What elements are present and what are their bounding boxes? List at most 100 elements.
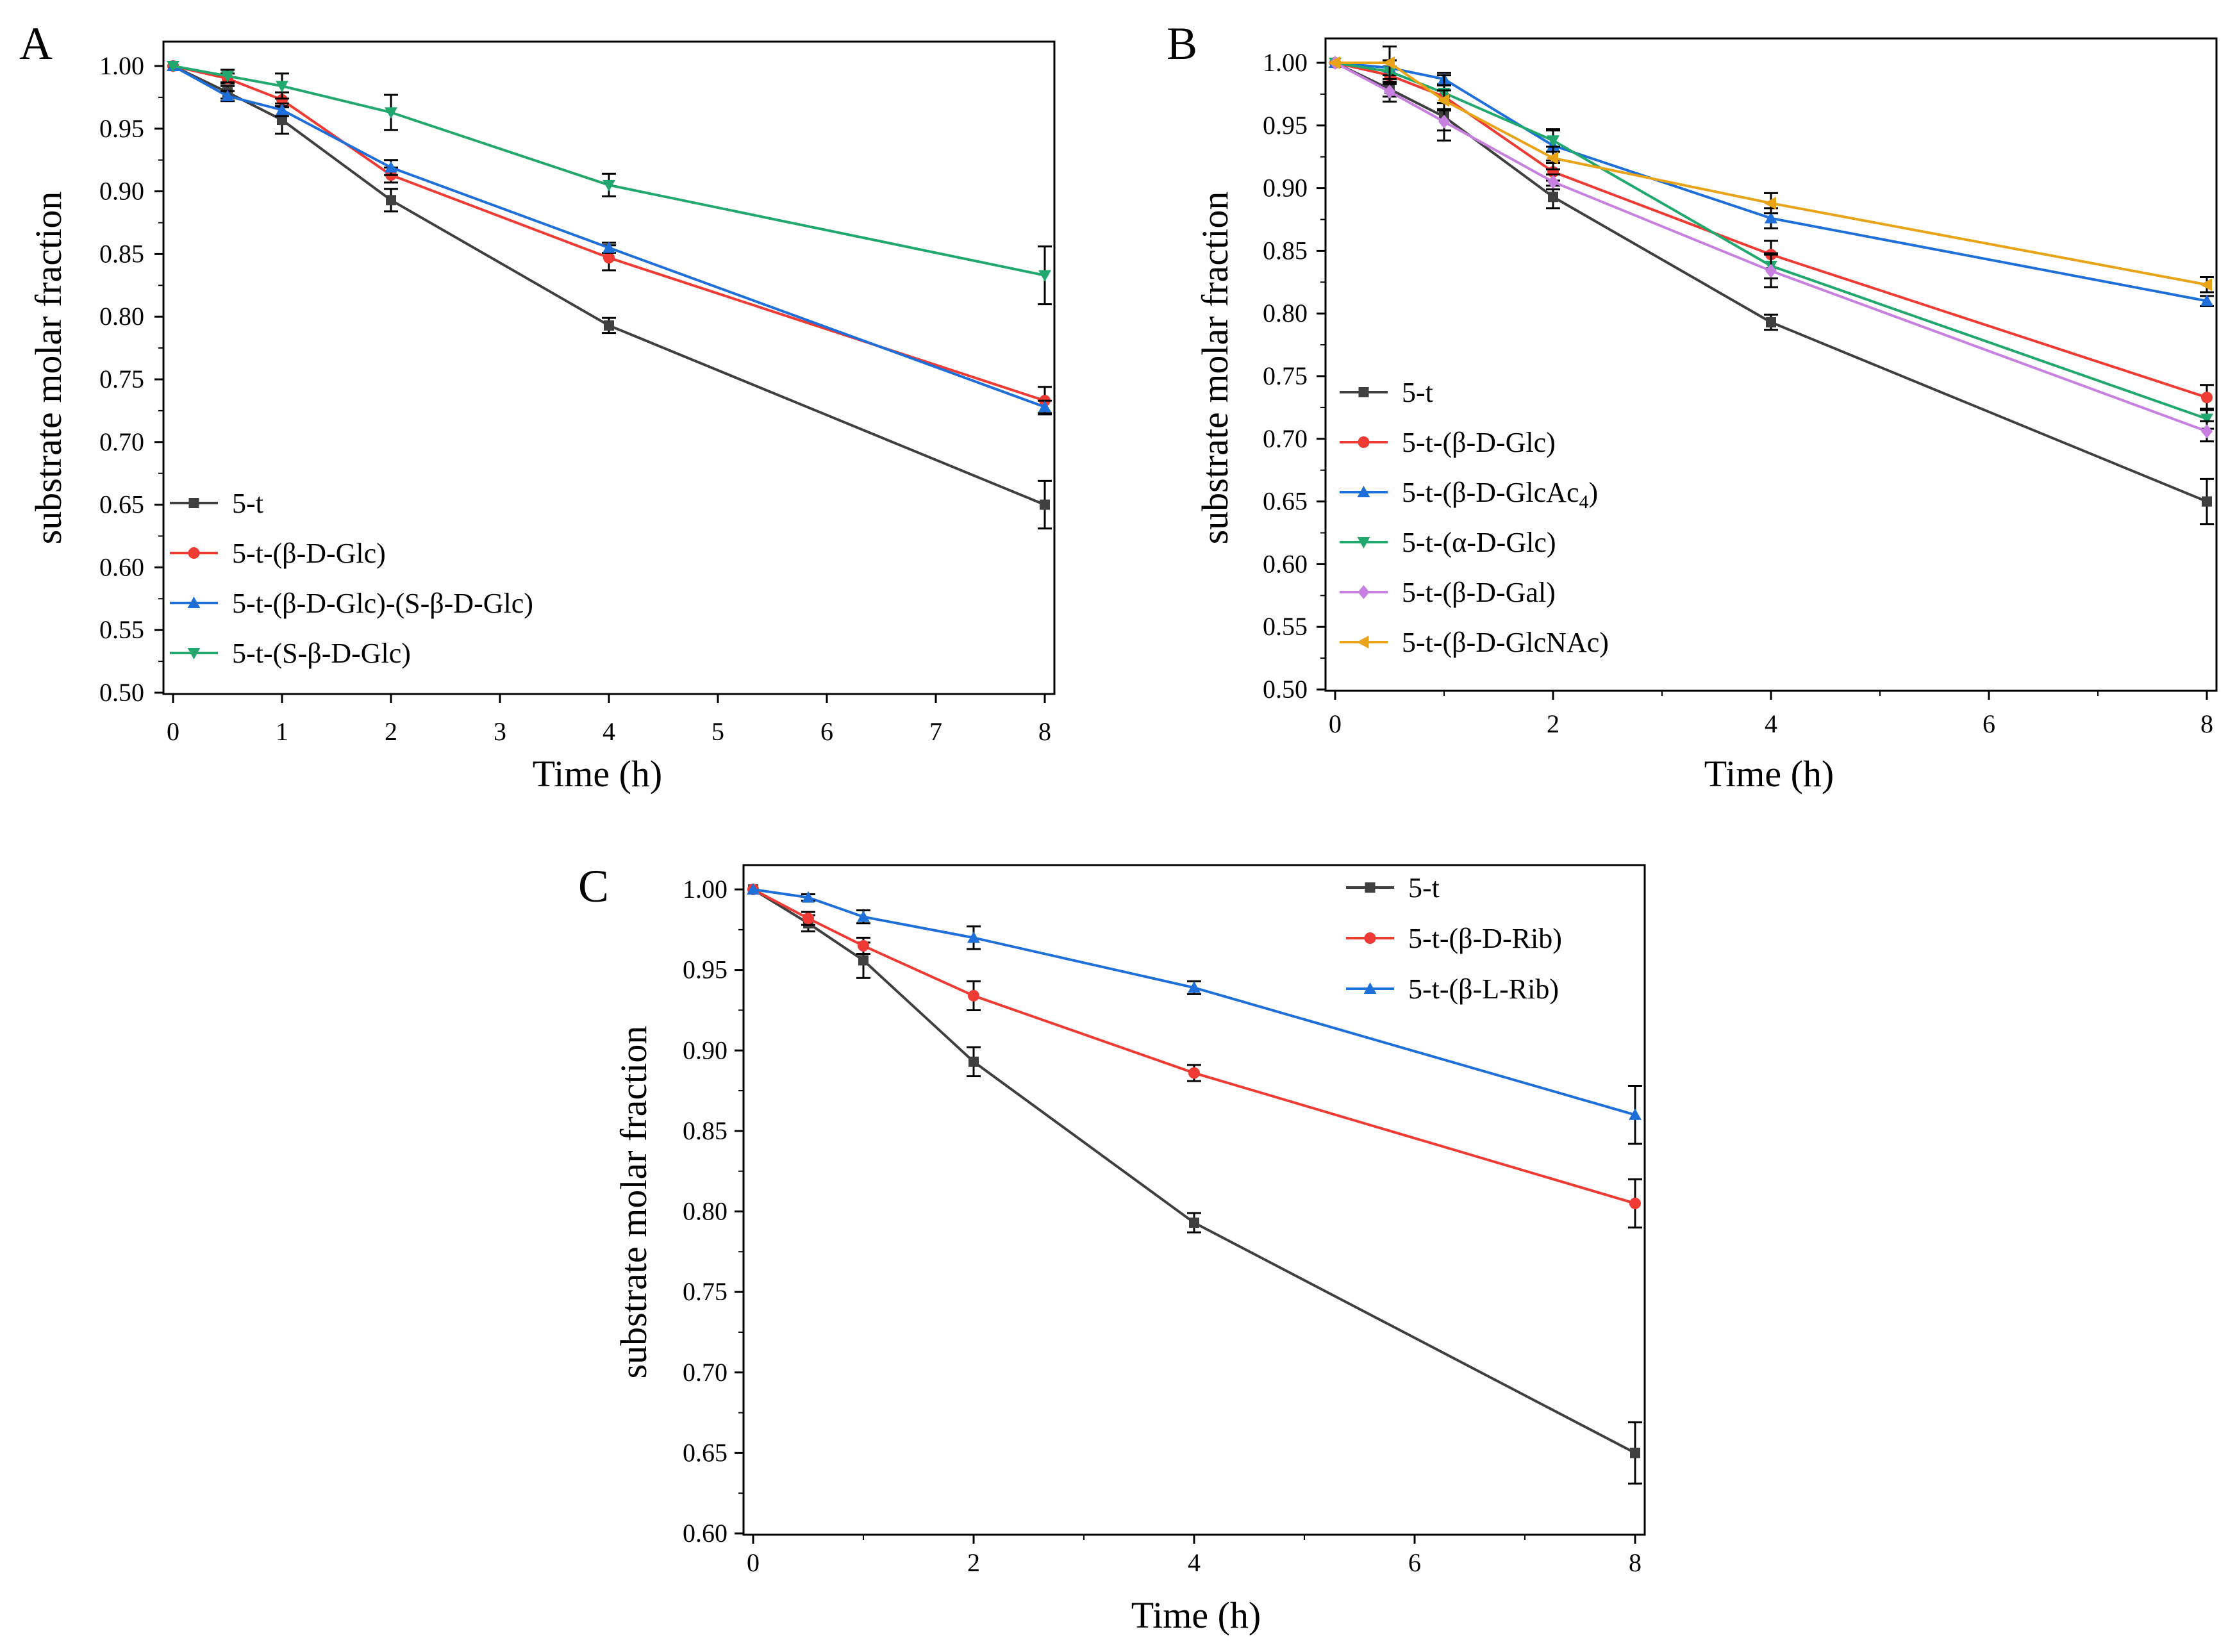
data-point [221,70,234,83]
legend-label: 5-t-(β-D-Glc) [1402,427,1556,458]
x-tick-label: 8 [2200,709,2213,738]
data-point [385,161,397,173]
data-point [802,913,814,925]
legend: 5-t 5-t-(β-D-Rib) 5-t-(β-L-Rib) [1346,872,1562,1005]
x-tick-label: 6 [820,717,833,746]
x-tick-label: 2 [1547,709,1559,738]
y-tick-label: 0.85 [683,1116,727,1145]
legend-label-text: 5-t-(β-D-Rib) [1408,923,1562,954]
data-point [1038,401,1051,413]
legend-label: 5-t [232,488,263,519]
legend-marker [1358,585,1370,599]
legend-label: 5-t-(α-D-Glc) [1402,527,1556,558]
data-point [603,241,615,253]
y-tick-label: 1.00 [1263,48,1308,77]
series-2 [747,883,1642,1145]
data-point [1630,1448,1640,1458]
data-point [386,195,396,206]
legend: 5-t 5-t-(β-D-Glc) 5-t-(β-D-Glc)-(S-β-D-Glc… [170,488,533,669]
y-tick-label: 0.75 [99,365,144,393]
y-tick-label: 0.70 [1263,424,1308,453]
y-tick-label: 0.60 [99,552,144,581]
y-tick-label: 0.90 [99,177,144,206]
data-point [1328,56,1340,69]
legend-marker [1363,982,1377,994]
data-point [1438,114,1450,129]
y-tick-label: 0.80 [1263,299,1308,327]
x-tick-label: 4 [603,717,615,746]
series-3 [167,61,1052,306]
legend-marker [1364,932,1376,944]
series-line [1334,62,2207,399]
legend-label-text: 5-t-(β-L-Rib) [1408,973,1559,1005]
chart-panel-c: C 0.60 0.65 0.70 0.75 0.80 0.85 0.90 0.95 1.00 0 2 4… [578,861,1646,1636]
data-point [1547,174,1559,189]
data-point [1764,197,1776,210]
data-point [2201,392,2213,404]
x-tick-label: 7 [929,717,942,746]
y-tick-label: 0.70 [99,427,144,456]
data-point [1547,135,1559,147]
data-point [2200,278,2212,292]
legend-label: 5-t-(β-D-Rib) [1408,923,1562,954]
data-point [1629,1108,1642,1120]
y-tick-label: 0.55 [1263,612,1308,641]
chart-panel-a: A 0.50 0.55 0.60 0.65 0.70 0.75 0.80 0.85 0.90 0.9… [19,18,1056,795]
series-4 [1329,56,2214,443]
series-line [1334,62,2207,302]
legend-label: 5-t [1408,872,1440,904]
series-line [172,65,1045,408]
data-point [1189,1218,1199,1228]
data-point [858,955,869,966]
y-tick-label: 0.90 [683,1036,727,1064]
data-point [1384,84,1395,99]
x-axis-title: Time (h) [1704,753,1834,795]
series-line [752,888,1636,1455]
series-line [1334,62,2207,503]
legend-label: 5-t [1402,377,1433,408]
panel-letter: C [578,861,609,912]
series-line [752,888,1636,1205]
legend-label-tail: ) [1588,477,1598,508]
legend-marker [187,597,201,608]
data-point [277,115,287,126]
x-tick-label: 2 [967,1548,980,1577]
legend-marker [1358,436,1370,448]
legend-marker [187,648,201,659]
x-tick-label: 5 [711,717,724,746]
x-tick-label: 4 [1188,1548,1201,1577]
y-tick-label: 0.65 [99,490,144,519]
x-tick-label: 2 [385,717,397,746]
legend-label-subscript: 4 [1579,491,1588,513]
data-point [1188,1067,1200,1079]
data-point [1437,94,1449,107]
legend-label: 5-t-(β-D-Glc) [232,538,386,569]
x-axis-title: Time (h) [533,753,663,795]
y-tick-label: 0.95 [683,955,727,984]
y-tick-label: 0.65 [683,1438,727,1467]
y-axis-title: substrate molar fraction [1194,192,1236,545]
x-tick-label: 1 [276,717,288,746]
data-point [1038,270,1051,282]
data-point [604,320,614,331]
x-tick-label: 4 [1765,709,1777,738]
y-tick-label: 0.90 [1263,174,1308,202]
data-point [276,81,288,93]
legend-label-text: 5-t-(β-D-GlcNAc) [1402,627,1609,658]
data-point [1383,56,1395,69]
x-axis-title: Time (h) [1131,1594,1261,1636]
y-tick-label: 0.50 [99,678,144,707]
series-1 [747,884,1642,1229]
data-point [857,910,870,922]
series-0 [168,61,1052,530]
legend-marker [1357,486,1370,497]
data-point [2200,413,2213,425]
series-2 [167,60,1052,415]
y-tick-label: 0.60 [1263,549,1308,578]
legend-label-text: 5-t-(S-β-D-Glc) [232,638,411,669]
legend-marker [1357,537,1370,549]
series-line [172,65,1045,277]
x-tick-label: 0 [167,717,179,746]
legend-label-text: 5-t-(β-D-Glc) [232,538,386,569]
y-tick-label: 0.95 [1263,111,1308,140]
